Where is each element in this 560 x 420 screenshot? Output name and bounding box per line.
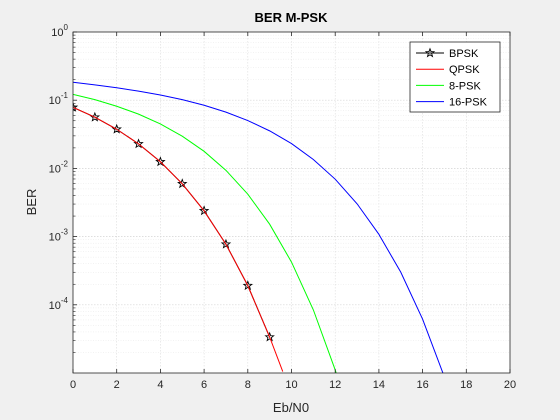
chart-title: BER M-PSK	[255, 10, 329, 25]
legend-label: 8-PSK	[449, 80, 481, 92]
x-tick-label: 18	[460, 379, 472, 391]
x-tick-label: 10	[285, 379, 297, 391]
series-line	[73, 106, 284, 372]
legend: BPSK QPSK 8-PSK 16-PSK	[409, 41, 501, 113]
x-tick-label: 0	[70, 379, 76, 391]
legend-box	[409, 41, 501, 113]
x-tick-label: 4	[157, 379, 163, 391]
x-tick-label: 12	[329, 379, 341, 391]
y-tick-label: 10-1	[49, 91, 69, 107]
legend-label: BPSK	[449, 48, 479, 60]
series-line	[73, 93, 337, 373]
axes: 0 2 4 6 8 10 12 14 16 18 20 100 10-1 10-2 10-3 10-4	[49, 23, 517, 391]
y-tick-label: 10-2	[49, 159, 69, 175]
y-tick-label: 10-3	[49, 228, 69, 244]
x-tick-label: 16	[416, 379, 428, 391]
x-axis-label: Eb/N0	[273, 400, 309, 415]
data-point	[242, 280, 254, 291]
series-line	[73, 81, 444, 373]
data-point	[198, 205, 210, 216]
data-point	[73, 101, 79, 112]
data-point	[177, 178, 188, 189]
x-tick-label: 20	[504, 379, 516, 391]
x-tick-label: 2	[114, 379, 120, 391]
data-point	[264, 331, 275, 342]
series-8-psk	[73, 93, 337, 373]
y-tick-label: 100	[51, 23, 68, 39]
x-tick-label: 6	[201, 379, 207, 391]
y-tick-label: 10-4	[49, 296, 69, 312]
data-point	[220, 238, 232, 249]
series-qpsk	[73, 106, 284, 372]
legend-entry: QPSK	[416, 64, 480, 76]
legend-entry: BPSK	[416, 47, 479, 60]
x-tick-label: 14	[373, 379, 385, 391]
legend-marker	[424, 47, 436, 58]
data-point	[133, 138, 144, 149]
series-16-psk	[73, 81, 444, 373]
legend-label: 16-PSK	[449, 97, 488, 109]
series-group	[73, 81, 444, 373]
legend-label: QPSK	[449, 64, 480, 76]
y-axis-label: BER	[24, 189, 39, 216]
x-tick-label: 8	[245, 379, 251, 391]
grid	[73, 32, 510, 373]
data-point	[155, 156, 166, 167]
legend-entry: 16-PSK	[416, 97, 488, 109]
legend-entry: 8-PSK	[416, 80, 481, 92]
